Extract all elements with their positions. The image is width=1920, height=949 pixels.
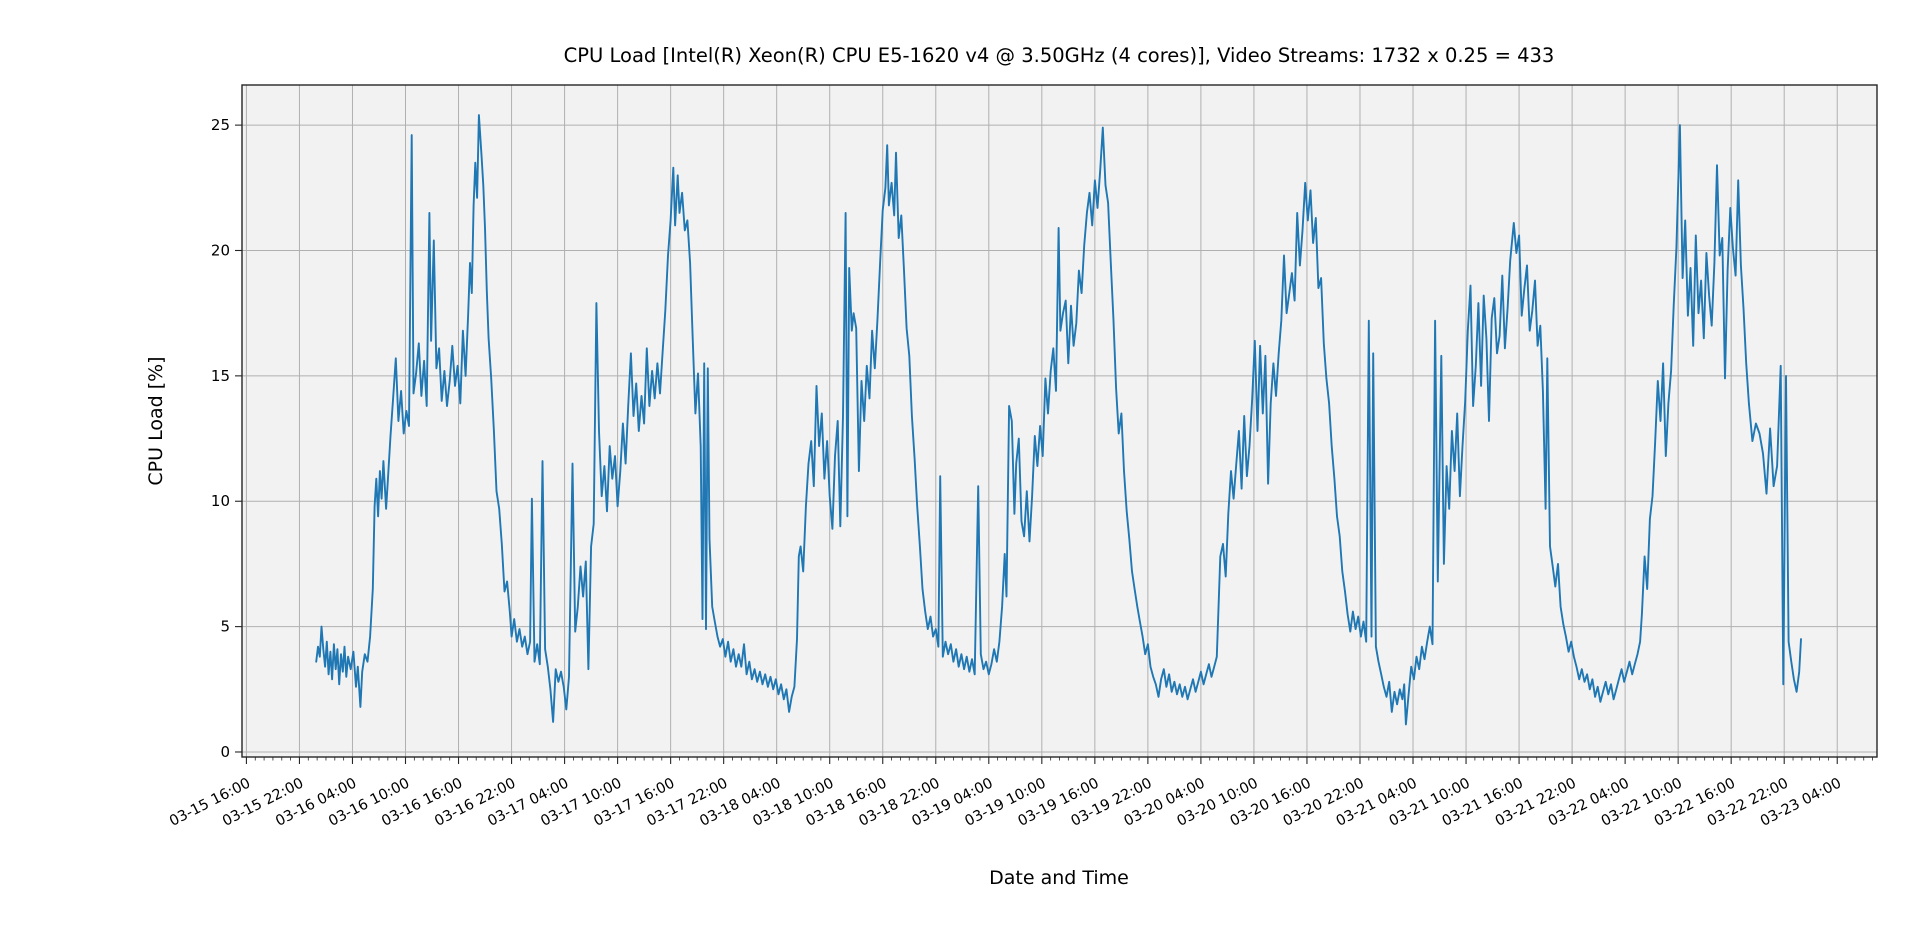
y-axis-tick-labels: 0 5 10 15 20 25 [211, 116, 230, 761]
y-tick-label: 10 [211, 492, 230, 510]
y-tick-label: 15 [211, 367, 230, 385]
y-tick-label: 25 [211, 116, 230, 134]
series-group [315, 114, 1802, 726]
y-axis-ticks [235, 124, 242, 753]
x-axis-label: Date and Time [989, 867, 1129, 889]
x-axis-ticks [245, 757, 1873, 764]
y-axis-label: CPU Load [%] [145, 356, 167, 485]
grid-lines [242, 85, 1877, 757]
cpu-load-series-line [315, 114, 1802, 726]
y-tick-label: 0 [220, 743, 230, 761]
y-tick-label: 20 [211, 241, 230, 259]
plot-area [242, 85, 1877, 757]
chart-title: CPU Load [Intel(R) Xeon(R) CPU E5-1620 v… [564, 44, 1555, 67]
y-tick-label: 5 [220, 618, 230, 636]
